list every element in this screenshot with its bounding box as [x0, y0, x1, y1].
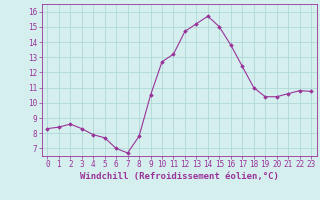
- X-axis label: Windchill (Refroidissement éolien,°C): Windchill (Refroidissement éolien,°C): [80, 172, 279, 181]
